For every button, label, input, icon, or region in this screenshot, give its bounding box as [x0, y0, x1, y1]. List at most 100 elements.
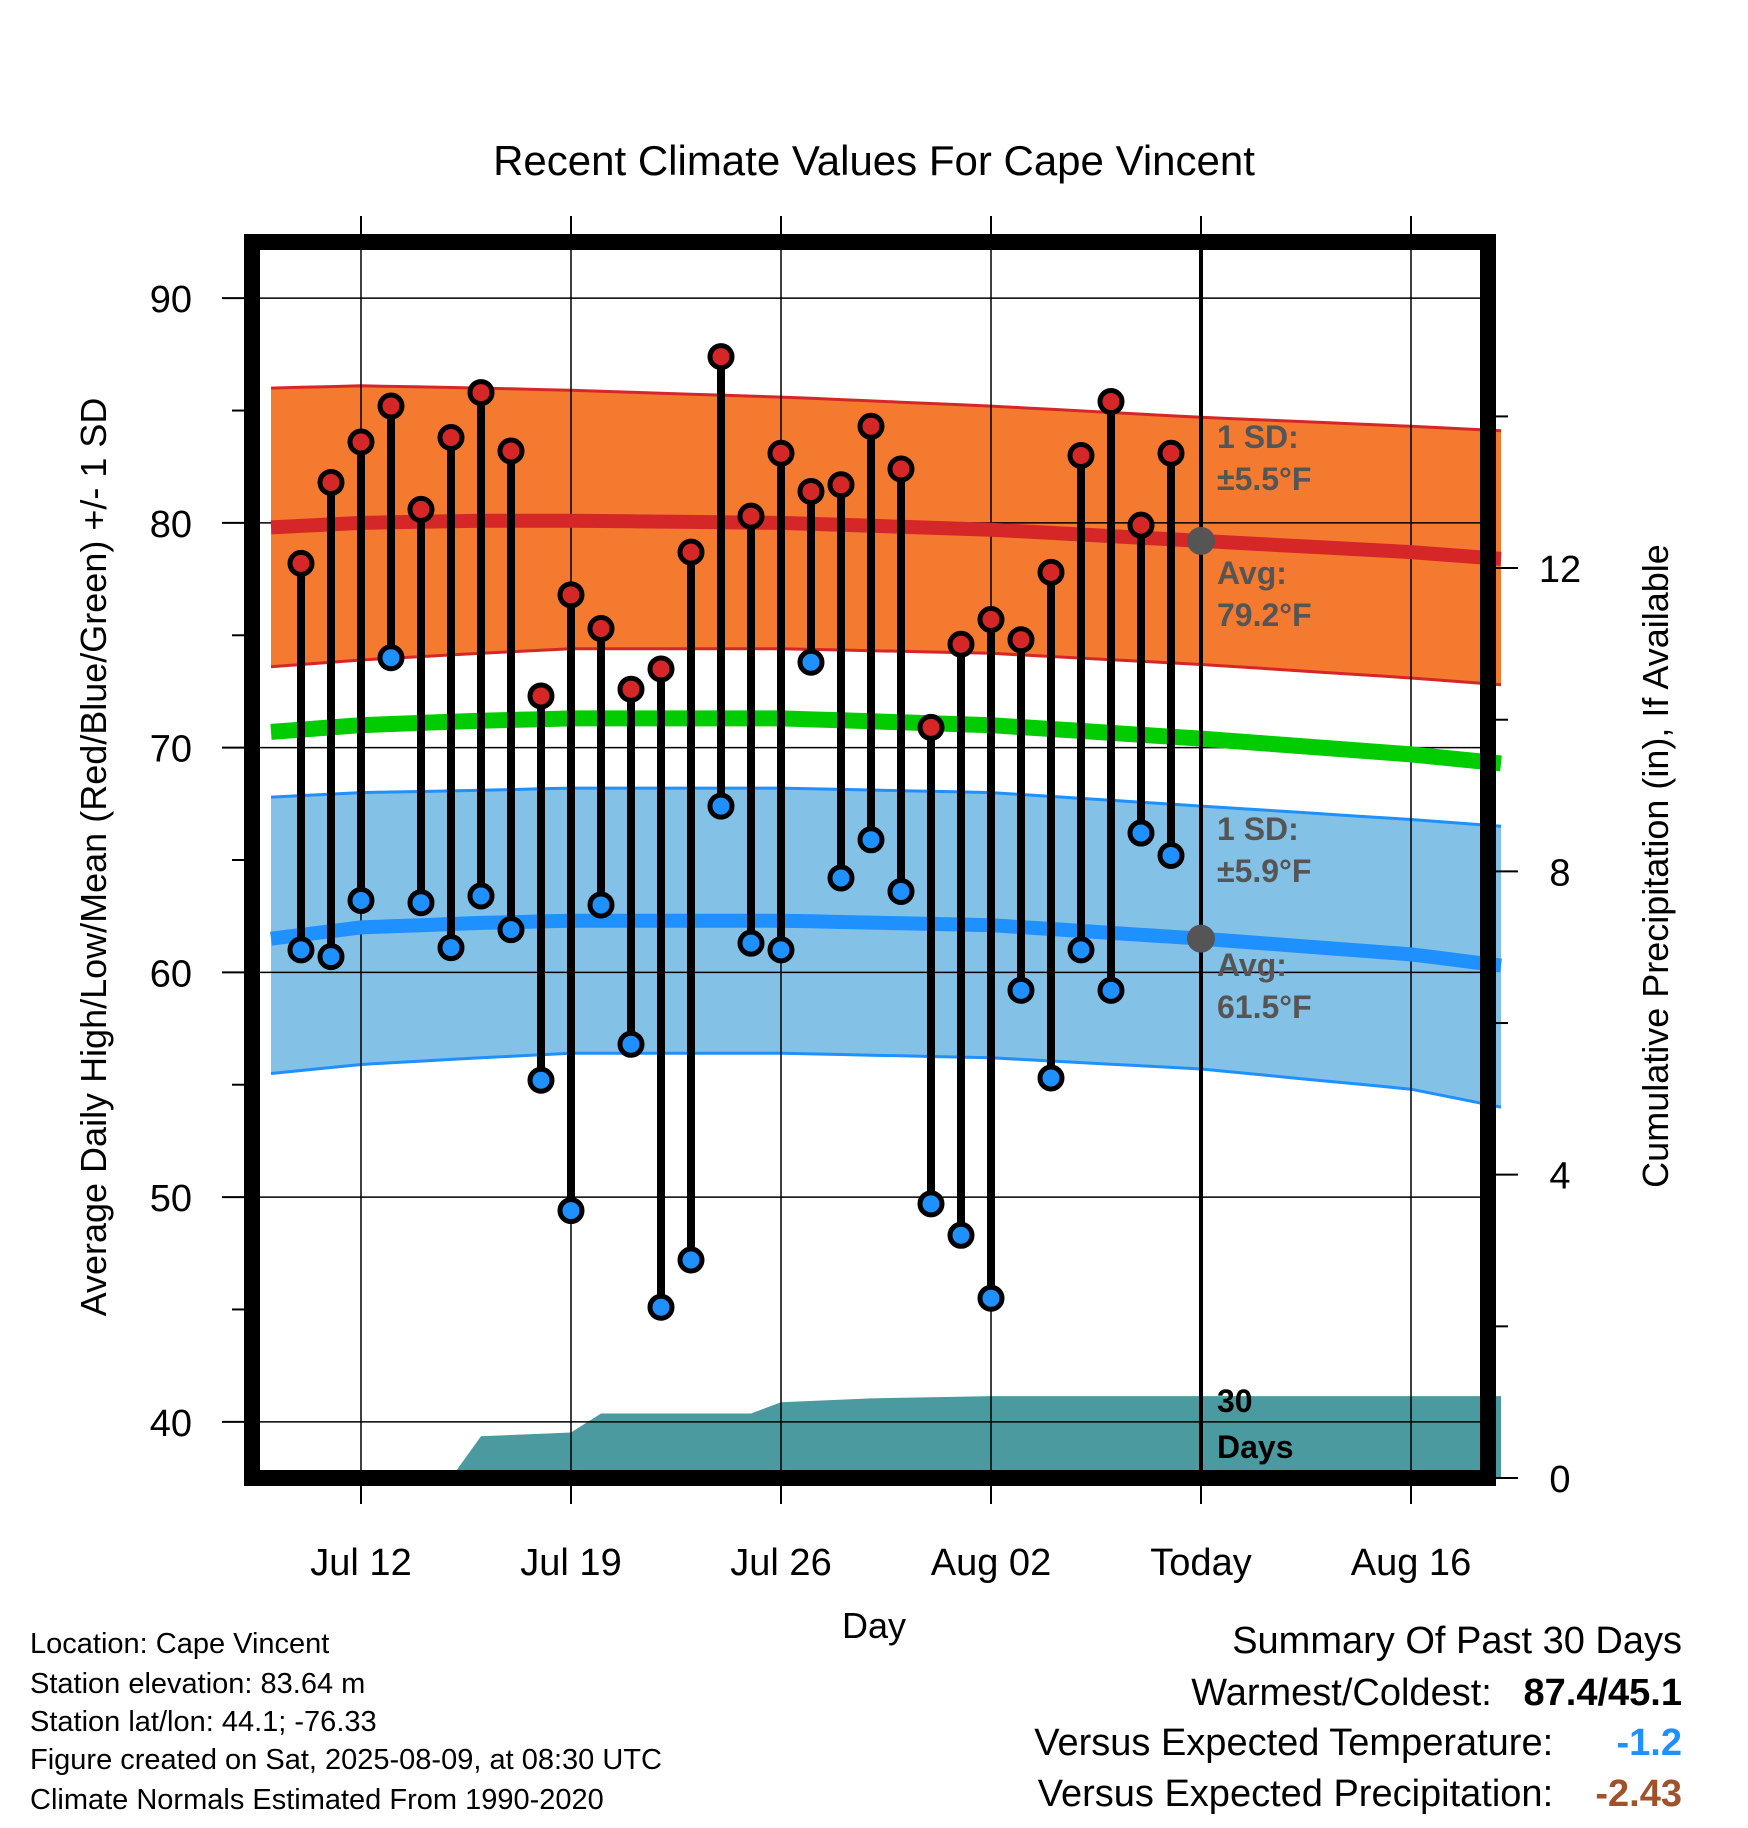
high-sd-value: ±5.5°F — [1217, 461, 1311, 497]
high-temp-point — [707, 343, 735, 371]
y2-tick-label: 4 — [1549, 1156, 1570, 1198]
high-temp-point — [1007, 626, 1035, 654]
low-sd-band — [271, 788, 1501, 1108]
high-temp-point — [917, 713, 945, 741]
y-axis-label: Average Daily High/Low/Mean (Red/Blue/Gr… — [73, 398, 114, 1317]
today-high-avg-marker — [1187, 526, 1215, 555]
low-avg-value: 61.5°F — [1217, 989, 1312, 1025]
low-temp-point — [827, 864, 855, 892]
high-temp-point — [467, 379, 495, 407]
low-temp-point — [1037, 1064, 1065, 1092]
high-temp-point — [1157, 439, 1185, 467]
summary-warm-cold: Warmest/Coldest: 87.4/45.1 — [1191, 1672, 1682, 1715]
summary-precip: Versus Expected Precipitation: -2.43 — [1038, 1773, 1682, 1816]
y-tick-label: 70 — [150, 729, 192, 771]
today-low-avg-marker — [1187, 924, 1215, 953]
high-sd-band — [271, 385, 1501, 685]
y-tick-label: 60 — [150, 953, 192, 995]
low-temp-point — [437, 934, 465, 962]
days-word: Days — [1217, 1429, 1294, 1465]
low-temp-point — [1097, 976, 1125, 1004]
temp-value: -1.2 — [1616, 1722, 1682, 1764]
high-temp-point — [857, 412, 885, 440]
normal-high-line — [270, 513, 1502, 566]
low-temp-point — [1007, 976, 1035, 1004]
x-tick-label: Jul 26 — [730, 1542, 831, 1584]
precip-label: Versus Expected Precipitation: — [1037, 1773, 1554, 1815]
high-lower-sd-line — [270, 647, 1502, 687]
normal-low-line — [270, 913, 1502, 973]
low-temp-point — [677, 1246, 705, 1274]
x-tick-label: Jul 19 — [520, 1542, 621, 1584]
low-temp-point — [917, 1190, 945, 1218]
station-elevation: Station elevation: 83.64 m — [30, 1668, 366, 1700]
days-count: 30 — [1217, 1383, 1253, 1419]
low-temp-point — [557, 1197, 585, 1225]
temp-label: Versus Expected Temperature: — [1034, 1722, 1554, 1764]
summary-title: Summary Of Past 30 Days — [1232, 1620, 1682, 1662]
low-temp-point — [287, 936, 315, 964]
low-lower-sd-line — [270, 1051, 1502, 1109]
high-temp-point — [587, 615, 615, 643]
low-temp-point — [407, 889, 435, 917]
low-temp-point — [617, 1030, 645, 1058]
low-temp-point — [317, 943, 345, 971]
precipitation-area — [271, 1396, 1501, 1478]
high-temp-point — [977, 606, 1005, 634]
low-temp-point — [527, 1066, 555, 1094]
high-temp-point — [827, 471, 855, 499]
warm-cold-value: 87.4/45.1 — [1523, 1672, 1682, 1714]
x-axis-label: Day — [842, 1605, 906, 1646]
high-sd-label: 1 SD: — [1217, 419, 1299, 455]
y-tick-label: 40 — [150, 1403, 192, 1445]
low-temp-point — [887, 877, 915, 905]
y-tick-label: 50 — [150, 1178, 192, 1220]
low-temp-point — [347, 886, 375, 914]
low-temp-point — [1067, 936, 1095, 964]
summary-temp: Versus Expected Temperature: -1.2 — [1034, 1722, 1682, 1765]
low-sd-label: 1 SD: — [1217, 811, 1299, 847]
high-temp-point — [1127, 511, 1155, 539]
normal-mean-line — [270, 710, 1502, 772]
precip-value: -2.43 — [1595, 1773, 1682, 1815]
chart-title: Recent Climate Values For Cape Vincent — [493, 137, 1255, 184]
low-temp-point — [767, 936, 795, 964]
low-temp-point — [377, 644, 405, 672]
high-temp-point — [527, 682, 555, 710]
x-tick-label: Today — [1150, 1542, 1251, 1584]
high-temp-point — [437, 424, 465, 452]
high-temp-point — [767, 439, 795, 467]
high-temp-point — [647, 655, 675, 683]
low-temp-point — [977, 1284, 1005, 1312]
y-tick-label: 90 — [150, 279, 192, 321]
low-temp-point — [587, 891, 615, 919]
high-temp-point — [617, 675, 645, 703]
high-temp-point — [317, 468, 345, 496]
high-temp-point — [737, 502, 765, 530]
high-temp-point — [287, 549, 315, 577]
y2-tick-label: 0 — [1549, 1459, 1570, 1501]
low-temp-point — [1127, 819, 1155, 847]
high-temp-point — [797, 477, 825, 505]
high-avg-label: Avg: — [1217, 555, 1287, 591]
high-temp-point — [1037, 558, 1065, 586]
low-temp-point — [707, 792, 735, 820]
high-avg-value: 79.2°F — [1217, 597, 1312, 633]
low-upper-sd-line — [270, 786, 1502, 828]
high-temp-point — [677, 538, 705, 566]
high-temp-point — [1067, 441, 1095, 469]
high-temp-point — [347, 428, 375, 456]
high-temp-point — [887, 455, 915, 483]
high-temp-point — [407, 495, 435, 523]
high-temp-point — [1097, 388, 1125, 416]
low-temp-point — [647, 1293, 675, 1321]
low-temp-point — [947, 1221, 975, 1249]
y2-tick-label: 8 — [1549, 852, 1570, 894]
x-tick-label: Jul 12 — [310, 1542, 411, 1584]
high-temp-point — [947, 630, 975, 658]
high-temp-point — [497, 437, 525, 465]
warm-cold-label: Warmest/Coldest: — [1191, 1672, 1492, 1714]
station-location: Location: Cape Vincent — [30, 1628, 330, 1660]
climate-normals-note: Climate Normals Estimated From 1990-2020 — [30, 1784, 604, 1816]
